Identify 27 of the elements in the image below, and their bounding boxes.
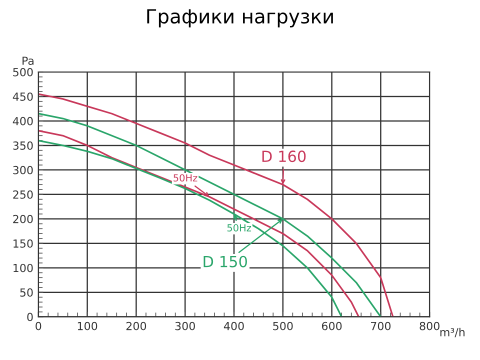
x-tick-label: 300 — [175, 322, 195, 330]
y-tick-label: 300 — [13, 166, 33, 174]
x-tick-label: 400 — [224, 322, 244, 330]
annotation: 50Hz — [227, 224, 252, 232]
x-tick-label: 500 — [273, 322, 293, 330]
y-tick-label: 200 — [13, 214, 33, 224]
y-tick-label: 400 — [12, 116, 33, 126]
x-axis-title: m³/h — [440, 328, 464, 338]
y-tick-label: 250 — [13, 190, 33, 199]
x-tick-label: 100 — [78, 322, 98, 330]
annotation: D 150 — [204, 256, 247, 268]
x-tick-label: 700 — [371, 322, 391, 330]
y-tick-label: 500 — [13, 68, 33, 76]
x-tick-label: 200 — [126, 322, 146, 330]
y-tick-label: 350 — [13, 141, 33, 150]
y-tick-label: 50 — [20, 288, 33, 297]
x-tick-label: 600 — [322, 322, 342, 330]
x-tick-label: 800 — [420, 322, 440, 330]
annotation: 50Hz — [174, 174, 198, 182]
y-axis-title: Pa — [22, 56, 34, 65]
y-tick-label: 100 — [14, 264, 33, 272]
y-tick-label: 0 — [27, 312, 33, 322]
annotation: D 160 — [262, 150, 306, 162]
y-tick-label: 150 — [14, 239, 33, 248]
chart-title: Графики нагрузки — [147, 9, 333, 28]
y-tick-label: 450 — [12, 92, 33, 101]
x-tick-label: 0 — [36, 322, 42, 330]
